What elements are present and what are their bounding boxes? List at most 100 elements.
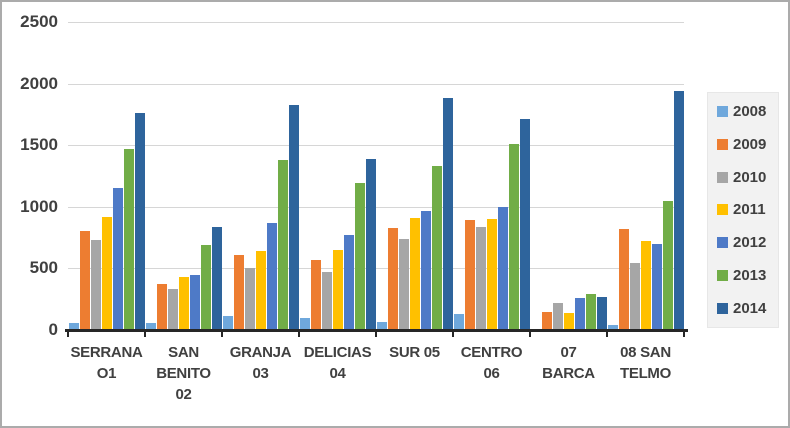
bar-2012-serrana-o1 bbox=[112, 188, 123, 330]
bar-2010-serrana-o1 bbox=[90, 240, 101, 330]
bar-groups bbox=[68, 22, 684, 330]
y-axis-label-500: 500 bbox=[29, 258, 58, 278]
bar-group-08-san-telmo bbox=[607, 22, 684, 330]
bar-2014-delicias-04 bbox=[365, 158, 376, 330]
bar-2009-granja-03 bbox=[233, 254, 244, 330]
legend-swatch-2009 bbox=[717, 138, 728, 150]
x-axis-label-line: BARCA bbox=[542, 365, 595, 382]
bar-2013-granja-03 bbox=[277, 159, 288, 330]
x-axis-label-07-barca: 07 BARCA bbox=[530, 342, 607, 384]
x-axis-label-line: TELMO bbox=[620, 365, 671, 382]
bar-group-centro-06 bbox=[453, 22, 530, 330]
bar-2010-granja-03 bbox=[244, 268, 255, 330]
bar-2008-serrana-o1 bbox=[68, 322, 79, 330]
bar-2014-sur-05 bbox=[442, 98, 453, 330]
legend-swatch-2008 bbox=[717, 105, 728, 117]
bar-2013-07-barca bbox=[585, 294, 596, 330]
bar-2008-sur-05 bbox=[376, 322, 387, 330]
bar-2014-08-san-telmo bbox=[673, 91, 684, 330]
legend-item-2008: 2008 bbox=[717, 103, 778, 120]
x-axis-label-line: 08 SAN bbox=[620, 344, 671, 361]
bar-group-sur-05 bbox=[376, 22, 453, 330]
bar-2013-serrana-o1 bbox=[123, 148, 134, 330]
x-axis-label-line: 02 bbox=[175, 386, 192, 403]
bar-2009-delicias-04 bbox=[310, 259, 321, 330]
bar-2012-granja-03 bbox=[266, 222, 277, 330]
bar-2014-granja-03 bbox=[288, 104, 299, 330]
bar-group-delicias-04 bbox=[299, 22, 376, 330]
y-axis-label-2000: 2000 bbox=[20, 73, 58, 93]
bar-2010-delicias-04 bbox=[321, 272, 332, 330]
x-axis-label-line: SERRANA bbox=[70, 344, 143, 361]
bar-2011-granja-03 bbox=[255, 251, 266, 330]
y-axis-label-2500: 2500 bbox=[20, 12, 58, 31]
bar-2012-sur-05 bbox=[420, 210, 431, 330]
gridline-500 bbox=[68, 268, 684, 270]
x-axis-label-line: O1 bbox=[96, 365, 117, 382]
bar-2010-san-benito-02 bbox=[167, 289, 178, 330]
legend-item-2014: 2014 bbox=[717, 300, 778, 317]
bar-2009-centro-06 bbox=[464, 220, 475, 330]
y-axis-label-1000: 1000 bbox=[20, 196, 58, 216]
y-axis-label-0: 0 bbox=[48, 320, 58, 339]
bar-2011-serrana-o1 bbox=[101, 216, 112, 330]
y-axis-label-1500: 1500 bbox=[20, 135, 58, 155]
bar-2012-centro-06 bbox=[497, 206, 508, 330]
x-axis-label-line: 03 bbox=[252, 365, 269, 382]
legend: 2008 2009 2010 2011 2012 2013 2014 bbox=[707, 92, 779, 328]
gridline-2000 bbox=[68, 83, 684, 85]
axis-tick bbox=[67, 332, 69, 337]
bar-group-granja-03 bbox=[222, 22, 299, 330]
legend-swatch-2010 bbox=[717, 171, 728, 183]
legend-swatch-2014 bbox=[717, 302, 728, 314]
legend-item-2009: 2009 bbox=[717, 136, 778, 153]
axis-tick bbox=[452, 332, 454, 337]
legend-label-2013: 2013 bbox=[733, 267, 767, 285]
x-axis-label-line: 06 bbox=[483, 365, 500, 382]
x-axis-label-serrana-o1: SERRANA O1 bbox=[68, 342, 145, 384]
bar-2013-sur-05 bbox=[431, 166, 442, 330]
bar-2014-san-benito-02 bbox=[211, 226, 222, 330]
legend-item-2011: 2011 bbox=[717, 201, 778, 218]
legend-label-2011: 2011 bbox=[733, 201, 766, 219]
legend-swatch-2013 bbox=[717, 270, 728, 282]
bar-2011-delicias-04 bbox=[332, 249, 343, 330]
bar-2009-san-benito-02 bbox=[156, 284, 167, 330]
bar-2014-centro-06 bbox=[519, 119, 530, 330]
legend-item-2013: 2013 bbox=[717, 267, 778, 284]
bar-2010-07-barca bbox=[552, 302, 563, 330]
x-axis-label-line: GRANJA bbox=[229, 344, 292, 361]
bar-2008-08-san-telmo bbox=[607, 325, 618, 330]
axis-tick bbox=[529, 332, 531, 337]
axis-tick bbox=[221, 332, 223, 337]
axis-tick bbox=[298, 332, 300, 337]
x-axis-label-line: SAN bbox=[168, 344, 199, 361]
x-axis-label-granja-03: GRANJA 03 bbox=[222, 342, 299, 384]
axis-tick bbox=[606, 332, 608, 337]
bar-2009-08-san-telmo bbox=[618, 228, 629, 330]
bar-2011-centro-06 bbox=[486, 219, 497, 330]
bar-2012-san-benito-02 bbox=[189, 274, 200, 330]
bar-2010-sur-05 bbox=[398, 238, 409, 330]
x-axis-label-08-san-telmo: 08 SAN TELMO bbox=[607, 342, 684, 384]
legend-label-2012: 2012 bbox=[733, 234, 767, 252]
bar-2012-08-san-telmo bbox=[651, 243, 662, 330]
bar-2013-delicias-04 bbox=[354, 183, 365, 330]
bar-2011-07-barca bbox=[563, 312, 574, 330]
legend-item-2012: 2012 bbox=[717, 234, 778, 251]
legend-swatch-2011 bbox=[717, 204, 728, 216]
x-axis-label-centro-06: CENTRO 06 bbox=[453, 342, 530, 384]
legend-label-2009: 2009 bbox=[733, 135, 767, 153]
bar-group-07-barca bbox=[530, 22, 607, 330]
bar-2010-centro-06 bbox=[475, 226, 486, 330]
bar-2013-centro-06 bbox=[508, 143, 519, 330]
x-axis-label-line: DELICIAS bbox=[303, 344, 372, 361]
bar-2008-san-benito-02 bbox=[145, 322, 156, 330]
x-axis-label-delicias-04: DELICIAS 04 bbox=[299, 342, 376, 384]
bar-2011-sur-05 bbox=[409, 217, 420, 330]
x-axis-label-line: 04 bbox=[329, 365, 346, 382]
gridline-1000 bbox=[68, 206, 684, 208]
bar-2013-san-benito-02 bbox=[200, 245, 211, 330]
x-axis-label-sur-05: SUR 05 bbox=[376, 342, 453, 363]
bar-2014-07-barca bbox=[596, 296, 607, 330]
